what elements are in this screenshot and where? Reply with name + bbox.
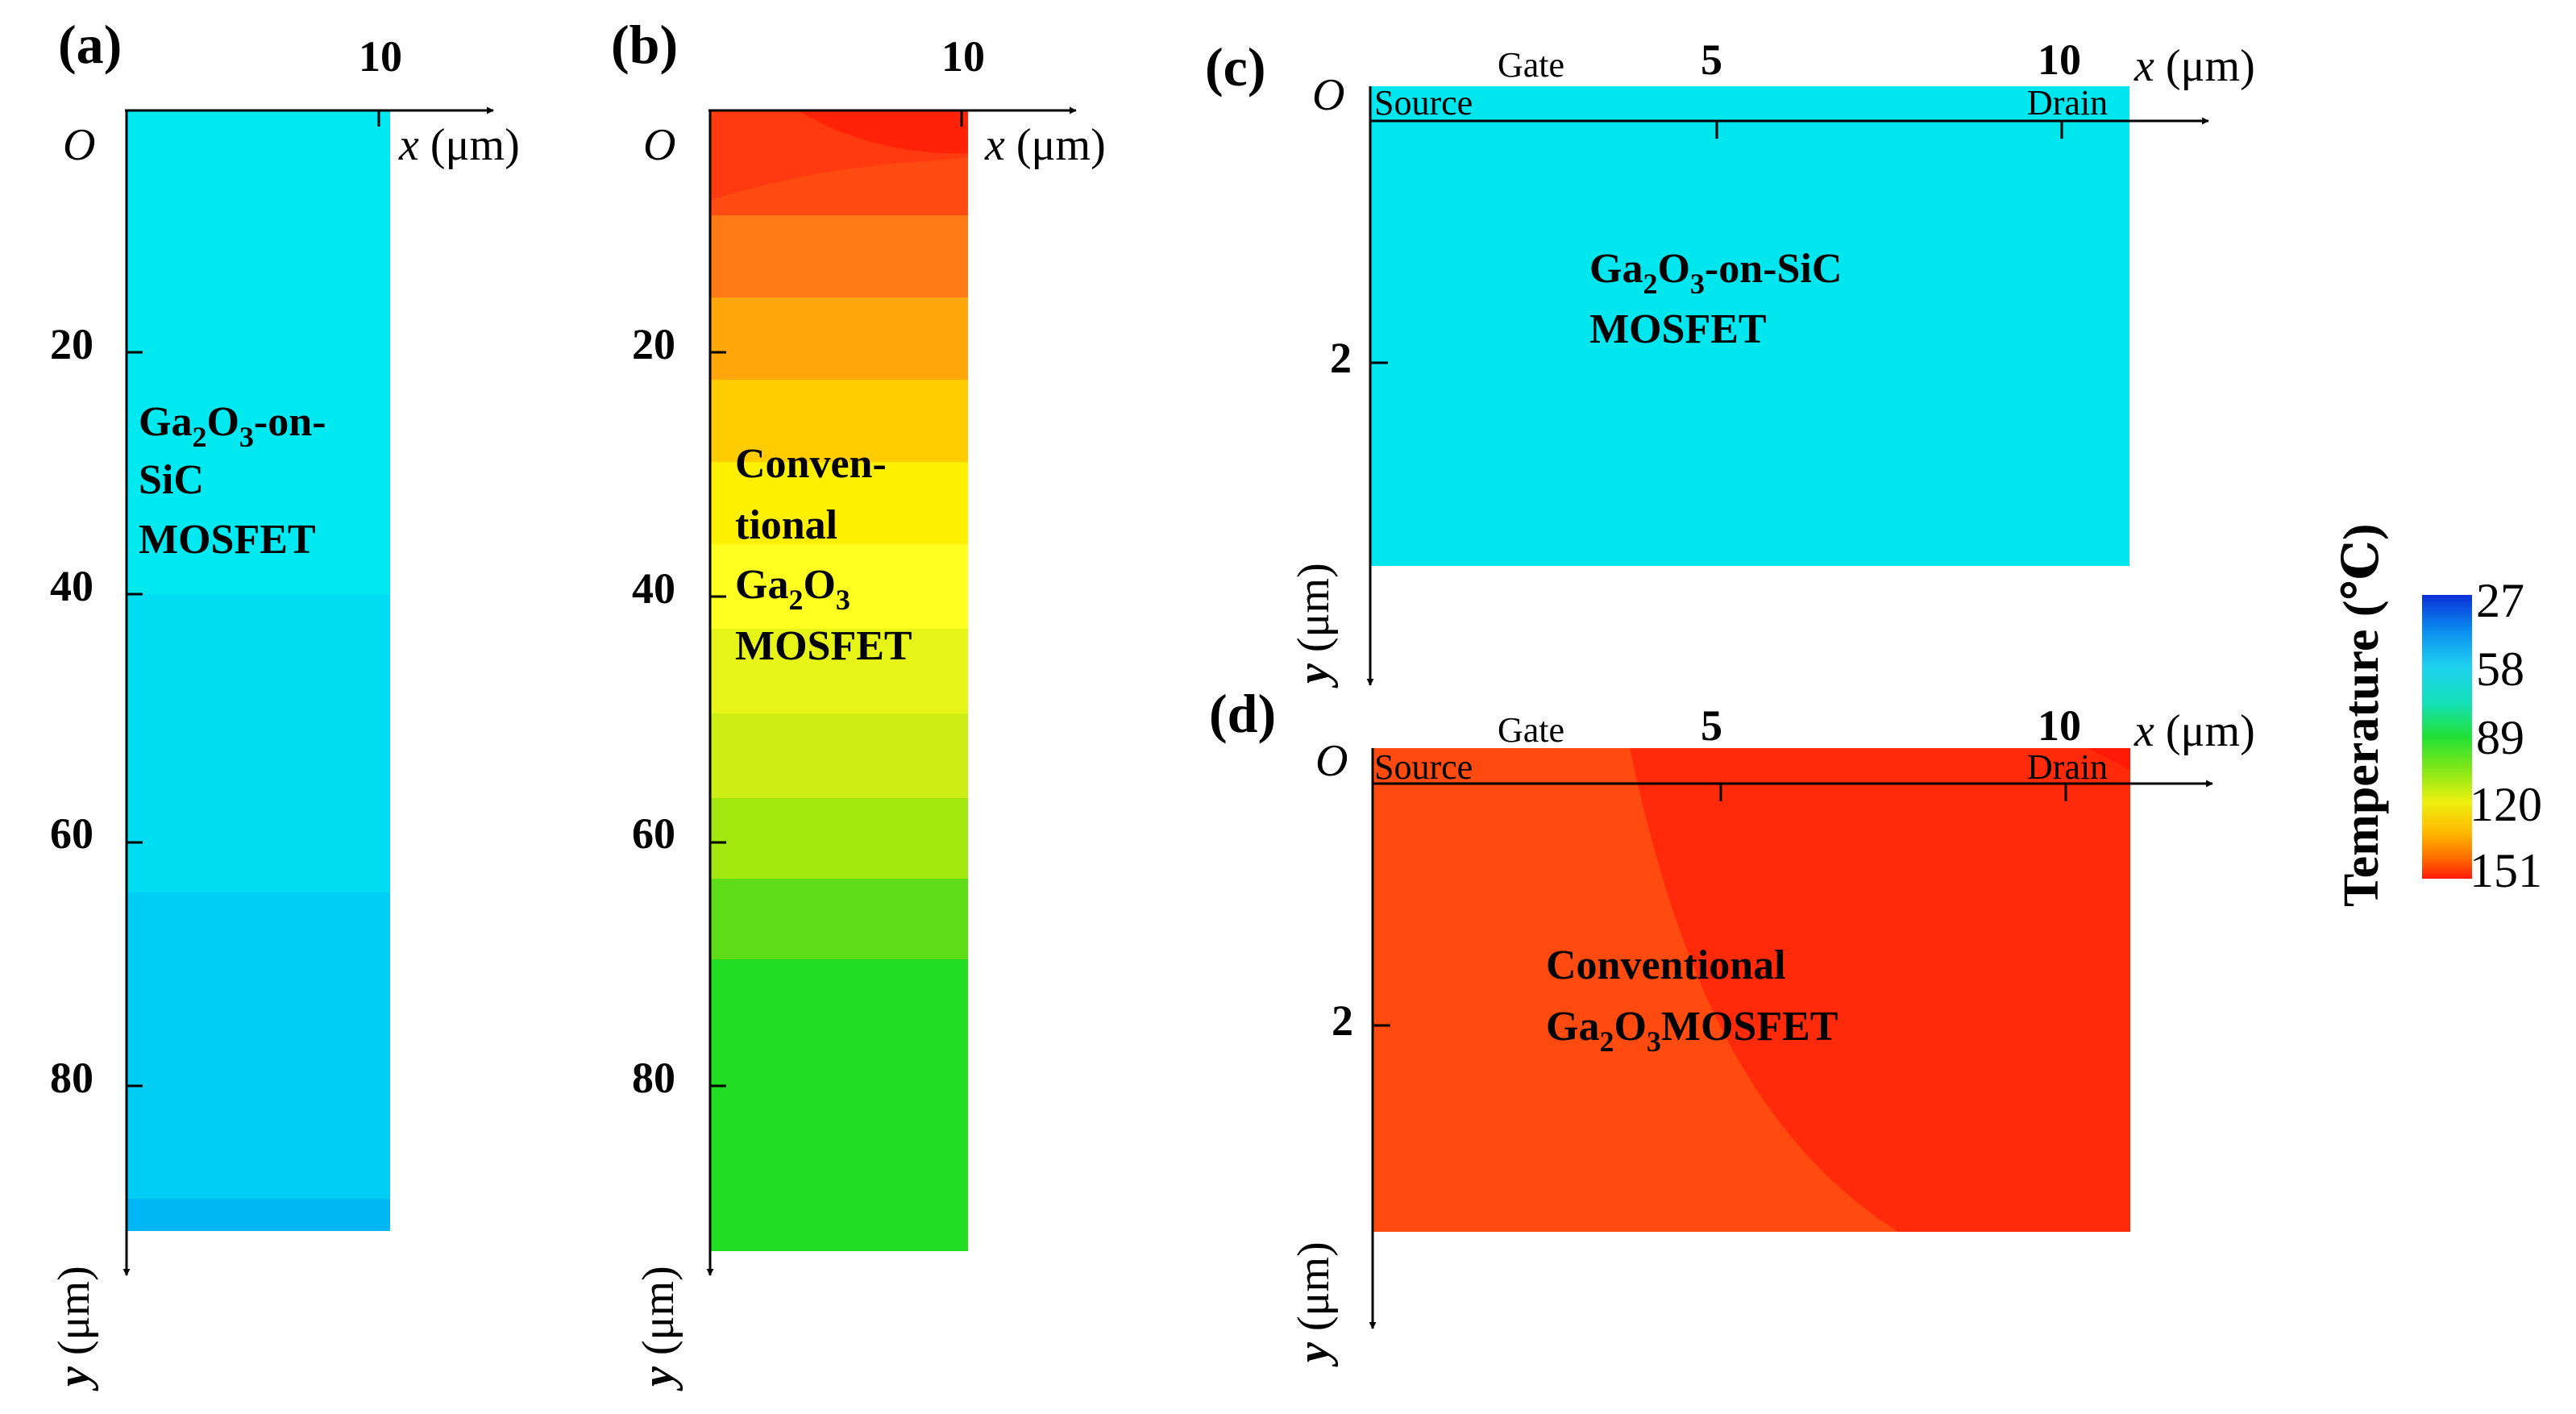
panel-c: (c) O Gate Source Drain 5 10 x (μm) 2 y … (1205, 35, 2255, 688)
colorbar: Temperature (℃) 27 58 89 120 151 (2334, 524, 2542, 907)
panel-d: (d) O Gate Source Drain 5 10 x (μm) 2 y … (1209, 683, 2255, 1367)
svg-text:MOSFET: MOSFET (1589, 306, 1767, 352)
panel-c-origin: O (1312, 70, 1344, 120)
svg-text:Ga2O3-on-: Ga2O3-on- (139, 399, 326, 453)
panel-b-y-tick-40: 40 (632, 564, 675, 613)
panel-b-label: (b) (611, 14, 678, 75)
panel-b-origin: O (643, 120, 675, 170)
colorbar-tick-120: 120 (2470, 778, 2542, 831)
colorbar-tick-58: 58 (2476, 643, 2524, 696)
panel-d-temperature-field (1373, 748, 2130, 1232)
panel-a-device-label: Ga2O3-on- SiC MOSFET (139, 399, 326, 563)
panel-a-label: (a) (58, 14, 122, 75)
svg-text:Ga2O3-on-SiC: Ga2O3-on-SiC (1589, 246, 1842, 300)
panel-a-y-axis-label: y (μm) (49, 1266, 99, 1391)
panel-d-hot-region (1630, 748, 2130, 1232)
panel-a-x-tick-10: 10 (359, 32, 402, 81)
panel-c-temperature-field (1370, 86, 2129, 566)
panel-a-band-4 (127, 1199, 390, 1231)
panel-d-y-axis-label: y (μm) (1289, 1241, 1339, 1367)
panel-d-x-tick-10: 10 (2038, 701, 2081, 750)
panel-a: (a) 10 O x (μm) 20 40 60 80 y (μm) Ga2O3… (49, 14, 520, 1391)
colorbar-tick-27: 27 (2476, 574, 2524, 627)
panel-d-x-axis-label: x (μm) (2134, 706, 2255, 756)
panel-a-x-axis-label: x (μm) (398, 120, 520, 170)
panel-b-x-tick-10: 10 (941, 32, 985, 81)
panel-d-gate-label: Gate (1498, 710, 1564, 750)
panel-c-drain-label: Drain (2027, 83, 2108, 123)
panel-c-y-tick-2: 2 (1330, 334, 1352, 382)
panel-b-y-axis-label: y (μm) (634, 1266, 683, 1391)
panel-a-y-tick-80: 80 (50, 1054, 93, 1102)
panel-b-temperature-field (710, 110, 968, 1251)
svg-text:Conventional: Conventional (1546, 942, 1786, 988)
panel-a-band-1 (127, 110, 390, 594)
svg-text:tional: tional (735, 502, 837, 548)
panel-a-y-tick-60: 60 (50, 809, 93, 858)
panel-c-x-tick-5: 5 (1701, 35, 1722, 84)
panel-c-x-axis-label: x (μm) (2134, 41, 2255, 91)
svg-text:SiC: SiC (139, 457, 204, 503)
panel-b-device-label: Conven- tional Ga2O3 MOSFET (735, 441, 912, 669)
panel-a-temperature-field (127, 110, 390, 1231)
panel-b-y-tick-20: 20 (632, 320, 675, 368)
panel-a-band-2 (127, 594, 390, 892)
panel-d-label: (d) (1209, 683, 1276, 744)
svg-text:MOSFET: MOSFET (735, 623, 912, 669)
panel-d-source-label: Source (1374, 747, 1473, 787)
panel-d-device-label: Conventional Ga2O3MOSFET (1546, 942, 1838, 1058)
svg-text:Conven-: Conven- (735, 441, 887, 487)
colorbar-tick-89: 89 (2476, 711, 2524, 764)
panel-d-origin: O (1315, 736, 1348, 786)
svg-text:Ga2O3MOSFET: Ga2O3MOSFET (1546, 1004, 1838, 1058)
panel-a-band-3 (127, 892, 390, 1199)
colorbar-title: Temperature (℃) (2334, 524, 2389, 907)
svg-text:MOSFET: MOSFET (139, 517, 316, 563)
panel-c-gate-label: Gate (1498, 45, 1564, 85)
svg-text:Ga2O3: Ga2O3 (735, 562, 850, 616)
panel-d-y-tick-2: 2 (1332, 996, 1353, 1045)
panel-d-drain-label: Drain (2027, 747, 2108, 787)
panel-c-source-label: Source (1374, 83, 1473, 123)
panel-c-device-label: Ga2O3-on-SiC MOSFET (1589, 246, 1842, 352)
panel-b-y-tick-60: 60 (632, 809, 675, 858)
colorbar-gradient (2422, 595, 2472, 879)
panel-d-x-tick-5: 5 (1701, 701, 1722, 750)
panel-a-origin: O (63, 120, 95, 170)
panel-c-x-tick-10: 10 (2038, 35, 2081, 84)
panel-c-label: (c) (1205, 36, 1265, 98)
panel-a-y-tick-20: 20 (50, 320, 93, 368)
colorbar-tick-151: 151 (2470, 844, 2542, 897)
panel-b: (b) 10 O x (μm) 20 40 60 80 y (μ (611, 14, 1106, 1391)
panel-b-hotspot (798, 110, 968, 154)
panel-b-y-tick-80: 80 (632, 1054, 675, 1102)
panel-b-x-axis-label: x (μm) (984, 120, 1106, 170)
panel-a-y-tick-40: 40 (50, 562, 93, 610)
panel-c-y-axis-label: y (μm) (1289, 563, 1339, 688)
